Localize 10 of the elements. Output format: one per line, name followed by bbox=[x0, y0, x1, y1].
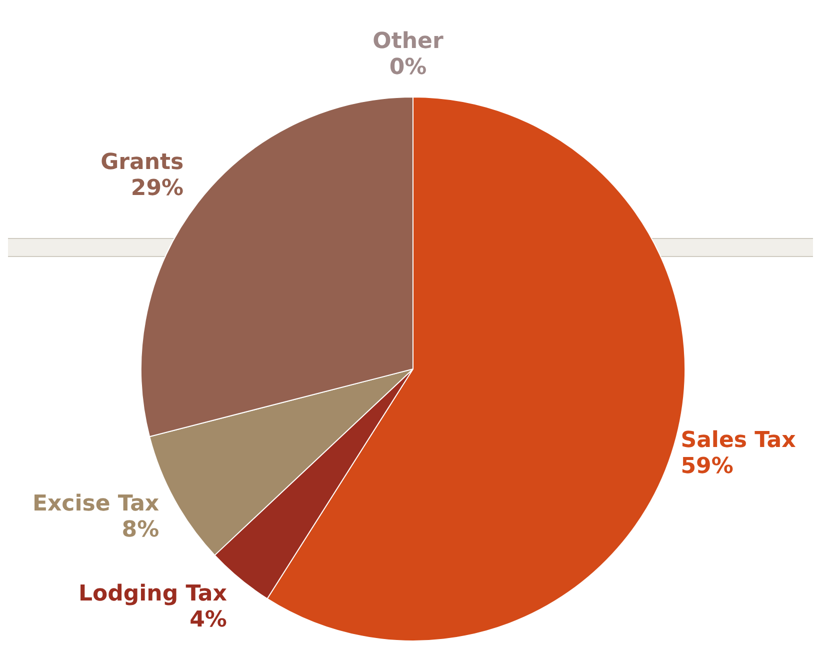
slice-label: Sales Tax bbox=[680, 428, 796, 454]
data-label: 29% bbox=[130, 176, 184, 201]
data-label: 4% bbox=[190, 607, 227, 632]
data-label: 59% bbox=[680, 454, 734, 480]
slice-label: Excise Tax bbox=[32, 491, 160, 516]
text: 0% bbox=[389, 55, 427, 80]
slice-label: Lodging Tax bbox=[78, 581, 227, 606]
slice-label: Grants bbox=[100, 150, 184, 175]
category-label: Other bbox=[372, 29, 444, 54]
data-label: 8% bbox=[122, 517, 160, 542]
